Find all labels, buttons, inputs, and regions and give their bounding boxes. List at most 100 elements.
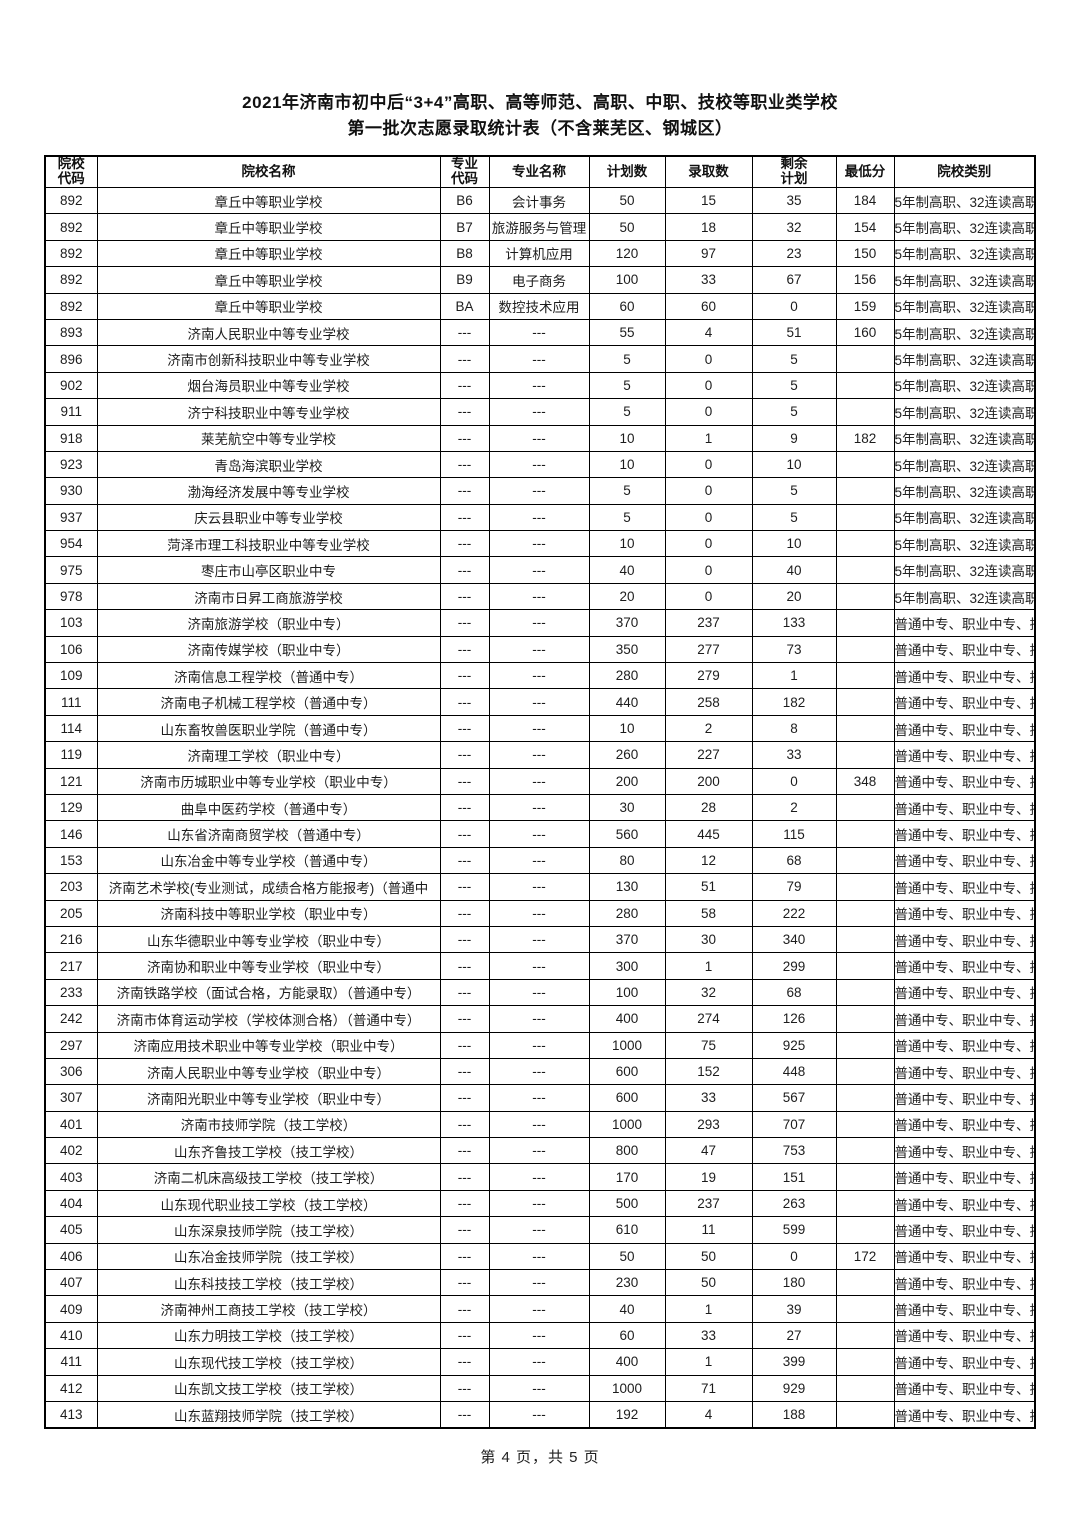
cell-name: 济南市体育运动学校（学校体测合格）（普通中专） [96, 1005, 441, 1033]
cell-name: 章丘中等职业学校 [96, 239, 441, 268]
cell-category: 普通中专、职业中专、技校 [893, 1374, 1036, 1402]
cell-major_code: --- [439, 925, 490, 954]
table-header-row: 院校 代码 院校名称 专业 代码 专业名称 计划数 录取数 剩余 计划 最低分 院校类别 [44, 155, 1036, 188]
table-row: 404 山东现代职业技工学校（技工学校） --- --- 500 237 263 普通中专、职… [44, 1189, 1036, 1218]
cell-plan: 1000 [588, 1031, 666, 1059]
cell-category: 普通中专、职业中专、技校 [893, 846, 1036, 875]
cell-category: 5年制高职、32连读高职 [893, 424, 1036, 452]
cell-remaining: 27 [751, 1321, 837, 1350]
cell-admitted: 71 [664, 1374, 753, 1402]
table-row: 106济南传媒学校（职业中专）------35027773普通中专、职业中专、技… [44, 635, 1036, 664]
cell-major_code: --- [439, 1400, 490, 1429]
cell-remaining: 40 [751, 556, 837, 584]
cell-code: 410 [44, 1321, 98, 1350]
cell-admitted: 1 [664, 424, 753, 452]
cell-plan: 230 [588, 1269, 666, 1297]
cell-major_name: --- [488, 371, 590, 400]
cell-major_name: --- [488, 1137, 590, 1165]
cell-remaining: 51 [751, 318, 837, 347]
cell-min_score [835, 1374, 895, 1402]
cell-plan: 170 [588, 1163, 666, 1191]
cell-remaining: 567 [751, 1084, 837, 1112]
cell-admitted: 0 [664, 556, 753, 584]
cell-code: 402 [44, 1137, 98, 1165]
cell-major_code: --- [439, 1321, 490, 1350]
cell-major_name: --- [488, 1348, 590, 1376]
cell-code: 405 [44, 1216, 98, 1244]
cell-name: 山东现代技工学校（技工学校） [96, 1348, 441, 1376]
table-row: 407 山东科技技工学校（技工学校） --- --- 230 50 180 普通中专、职业中专… [44, 1269, 1036, 1297]
cell-category: 普通中专、职业中专、技校 [893, 609, 1036, 637]
cell-major_code: --- [439, 846, 490, 875]
cell-code: 297 [44, 1031, 98, 1059]
cell-name: 济南人民职业中等专业学校 [96, 318, 441, 347]
cell-admitted: 0 [664, 345, 753, 373]
table-row: 119济南理工学校（职业中专）------26022733普通中专、职业中专、技… [44, 741, 1036, 769]
cell-major_code: --- [439, 1348, 490, 1376]
cell-remaining: 0 [751, 767, 837, 795]
cell-code: 109 [44, 662, 98, 690]
cell-admitted: 33 [664, 266, 753, 294]
cell-category: 普通中专、职业中专、技校 [893, 899, 1036, 927]
cell-min_score [835, 1084, 895, 1112]
table-row: 402 山东齐鲁技工学校（技工学校） --- --- 800 47 753 普通中专、职业中专… [44, 1137, 1036, 1165]
cell-category: 5年制高职、32连读高职 [893, 213, 1036, 241]
cell-admitted: 445 [664, 820, 753, 848]
cell-major_name: --- [488, 1110, 590, 1139]
cell-major_name: --- [488, 1057, 590, 1086]
cell-admitted: 200 [664, 767, 753, 795]
cell-plan: 5 [588, 345, 666, 373]
cell-code: 937 [44, 503, 98, 532]
cell-major_code: --- [439, 1110, 490, 1139]
cell-min_score [835, 503, 895, 532]
cell-major_code: --- [439, 1216, 490, 1244]
cell-major_code: --- [439, 1269, 490, 1297]
cell-remaining: 5 [751, 503, 837, 532]
table-row: 297 济南应用技术职业中等专业学校（职业中专） --- --- 1000 75 925 普通… [44, 1031, 1036, 1059]
cell-category: 普通中专、职业中专、技校 [893, 662, 1036, 690]
cell-major_name: --- [488, 1269, 590, 1297]
cell-name: 济南理工学校（职业中专） [96, 741, 441, 769]
document-header: 2021年济南市初中后“3+4”高职、高等师范、高职、中职、技校等职业类学校 第… [0, 0, 1080, 142]
cell-min_score [835, 635, 895, 664]
cell-name: 山东蓝翔技师学院（技工学校） [96, 1400, 441, 1429]
table-body: 892 章丘中等职业学校 B6 会计事务 50 15 35 184 5年制高职、32连读高职 89… [44, 186, 1036, 1429]
cell-remaining: 0 [751, 1242, 837, 1271]
table-row: 412 山东凯文技工学校（技工学校） --- --- 1000 71 929 普通中专、职业中… [44, 1374, 1036, 1402]
cell-plan: 500 [588, 1189, 666, 1218]
cell-code: 918 [44, 424, 98, 452]
cell-major_name: --- [488, 688, 590, 716]
cell-min_score: 160 [835, 318, 895, 347]
cell-plan: 20 [588, 582, 666, 611]
cell-min_score [835, 820, 895, 848]
cell-admitted: 18 [664, 213, 753, 241]
cell-code: 217 [44, 952, 98, 980]
cell-major_name: --- [488, 609, 590, 637]
cell-admitted: 0 [664, 530, 753, 558]
cell-major_name: --- [488, 1400, 590, 1429]
cell-name: 烟台海员职业中等专业学校 [96, 371, 441, 400]
cell-plan: 50 [588, 213, 666, 241]
cell-plan: 370 [588, 925, 666, 954]
cell-major_code: --- [439, 398, 490, 426]
cell-plan: 5 [588, 398, 666, 426]
cell-min_score [835, 345, 895, 373]
admission-stats-table: 院校 代码 院校名称 专业 代码 专业名称 计划数 录取数 剩余 计划 最低分 院校类别 892… [44, 155, 1036, 1430]
cell-category: 普通中专、职业中专、技校 [893, 1242, 1036, 1271]
column-header-admitted: 录取数 [664, 155, 753, 188]
cell-category: 5年制高职、32连读高职 [893, 398, 1036, 426]
cell-admitted: 227 [664, 741, 753, 769]
cell-major_name: --- [488, 530, 590, 558]
cell-name: 山东冶金中等专业学校（普通中专） [96, 846, 441, 875]
cell-admitted: 237 [664, 1189, 753, 1218]
cell-category: 5年制高职、32连读高职 [893, 450, 1036, 479]
cell-major_code: --- [439, 873, 490, 901]
cell-remaining: 340 [751, 925, 837, 954]
table-row: 307 济南阳光职业中等专业学校（职业中专） --- --- 600 33 567 普通中专、… [44, 1084, 1036, 1112]
cell-plan: 560 [588, 820, 666, 848]
cell-major_name: --- [488, 450, 590, 479]
table-row: 978 济南市日昇工商旅游学校 --- --- 20 0 20 5年制高职、32连读高职 [44, 582, 1036, 611]
cell-name: 济南市日昇工商旅游学校 [96, 582, 441, 611]
cell-category: 普通中专、职业中专、技校 [893, 741, 1036, 769]
cell-name: 曲阜中医药学校（普通中专） [96, 793, 441, 822]
